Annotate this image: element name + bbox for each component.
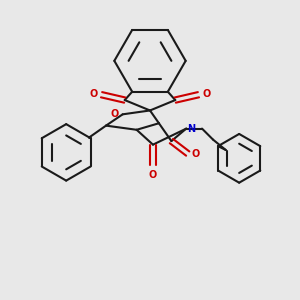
Text: O: O [149, 170, 157, 180]
Text: O: O [111, 109, 119, 119]
Text: N: N [188, 124, 196, 134]
Text: O: O [202, 89, 210, 99]
Text: O: O [191, 148, 200, 159]
Text: O: O [90, 89, 98, 99]
